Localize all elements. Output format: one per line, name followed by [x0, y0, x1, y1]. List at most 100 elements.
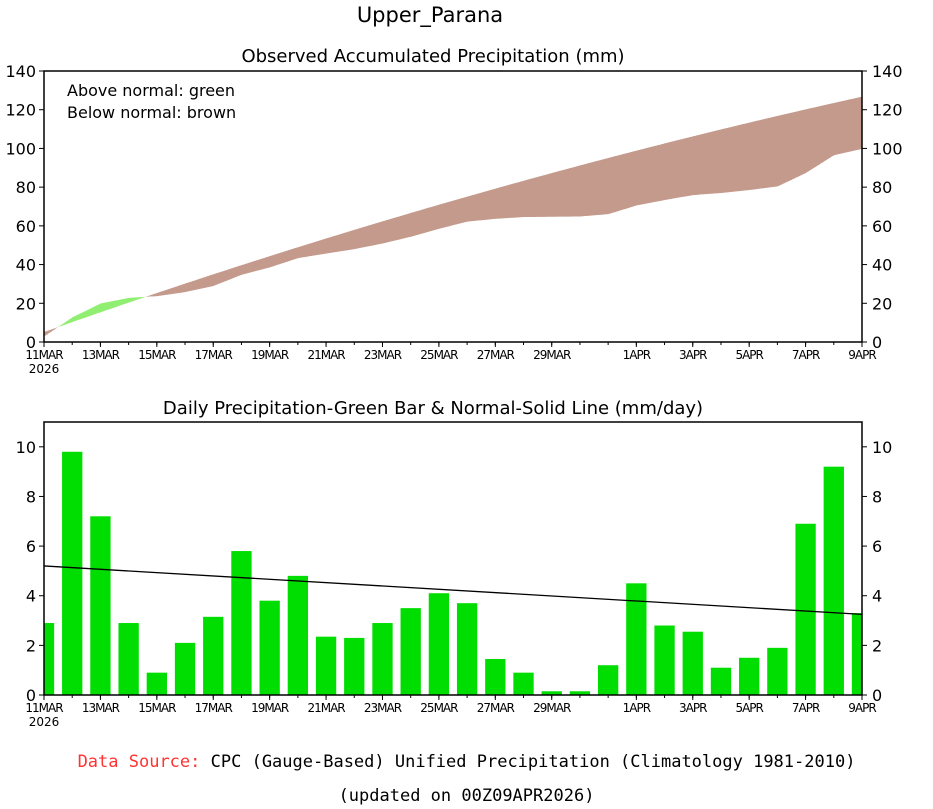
below-normal-area — [213, 273, 218, 286]
below-normal-area — [326, 237, 331, 254]
below-normal-area — [322, 238, 327, 255]
below-normal-area — [527, 178, 532, 218]
below-normal-area — [639, 148, 644, 205]
daily-bar — [513, 672, 534, 695]
below-normal-area — [347, 230, 352, 251]
below-normal-area — [276, 252, 281, 266]
y-tick-label: 120 — [5, 101, 36, 120]
below-normal-area — [551, 172, 556, 217]
x-tick-label: 29MAR — [533, 348, 571, 362]
daily-bar — [597, 665, 619, 695]
below-normal-area — [378, 221, 383, 245]
below-normal-area — [234, 266, 239, 278]
chart-title: Observed Accumulated Precipitation (mm) — [241, 46, 624, 67]
above-normal-area — [114, 299, 119, 308]
y-tick-label: 6 — [26, 537, 36, 556]
daily-bar — [767, 647, 788, 695]
below-normal-area — [297, 246, 302, 259]
below-normal-area — [195, 278, 200, 290]
daily-bar — [739, 657, 760, 695]
below-normal-area — [357, 227, 362, 249]
below-normal-area — [565, 168, 570, 217]
below-normal-area — [502, 185, 507, 219]
above-normal-area — [58, 324, 63, 327]
below-normal-area — [202, 276, 207, 289]
below-normal-area — [227, 268, 232, 281]
below-normal-area — [484, 190, 489, 220]
x-tick-label: 7APR — [792, 701, 820, 715]
below-normal-area — [488, 189, 493, 220]
below-normal-area — [315, 240, 320, 256]
below-normal-area — [618, 154, 623, 211]
below-normal-area — [572, 166, 577, 217]
below-normal-area — [780, 114, 785, 185]
y-tick-label-right: 8 — [872, 487, 882, 506]
below-normal-area — [163, 289, 168, 296]
below-normal-area — [770, 116, 775, 188]
above-normal-area — [72, 315, 77, 322]
below-normal-area — [400, 215, 405, 240]
below-normal-area — [463, 196, 468, 223]
below-normal-area — [615, 155, 620, 212]
daily-bar — [710, 667, 732, 695]
y-tick-label: 100 — [5, 139, 36, 158]
above-normal-area — [107, 301, 112, 310]
below-normal-area — [685, 137, 690, 197]
below-normal-area — [304, 243, 309, 257]
below-normal-area — [54, 326, 59, 330]
daily-bar — [456, 603, 478, 695]
above-normal-area — [139, 296, 144, 299]
below-normal-area — [646, 147, 651, 204]
below-normal-area — [255, 259, 260, 272]
below-normal-area — [636, 149, 641, 206]
below-normal-area — [382, 220, 387, 244]
below-normal-area — [364, 225, 369, 247]
below-normal-area — [809, 107, 814, 171]
below-normal-area — [562, 169, 567, 217]
below-normal-area — [167, 288, 172, 295]
below-normal-area — [442, 202, 447, 228]
below-normal-area — [717, 129, 722, 194]
x-tick-label: 23MAR — [364, 701, 402, 715]
daily-bar — [287, 575, 309, 695]
data-source-label: Data Source: — [77, 752, 201, 772]
daily-bar — [231, 551, 252, 695]
x-tick-label: 15MAR — [138, 701, 176, 715]
below-normal-area — [340, 233, 345, 252]
below-normal-area — [604, 157, 609, 215]
above-normal-area — [125, 297, 130, 304]
below-normal-area — [657, 144, 662, 202]
x-tick-label: 27MAR — [477, 701, 515, 715]
below-normal-area — [805, 108, 810, 174]
below-normal-area — [738, 124, 743, 192]
below-normal-area — [544, 173, 549, 217]
below-normal-area — [608, 157, 613, 215]
x-tick-label: 5APR — [735, 348, 763, 362]
plot-frame — [43, 421, 863, 696]
below-normal-area — [237, 265, 242, 277]
x-tick-label: 3APR — [679, 348, 707, 362]
below-normal-area — [844, 99, 849, 153]
x-tick-label: 3APR — [679, 701, 707, 715]
below-normal-area — [854, 97, 859, 151]
below-normal-area — [583, 163, 588, 217]
below-normal-area — [629, 151, 634, 208]
below-normal-area — [512, 182, 517, 218]
below-normal-area — [220, 270, 225, 284]
below-normal-area — [311, 241, 316, 256]
below-normal-area — [823, 104, 828, 162]
below-normal-area — [146, 295, 151, 297]
above-normal-area — [82, 310, 87, 319]
daily-bar — [259, 600, 280, 695]
below-normal-area — [336, 234, 341, 252]
daily-bar — [62, 451, 83, 695]
below-normal-area — [784, 113, 789, 184]
x-tick-label: 9APR — [848, 348, 876, 362]
y-tick-label-right: 20 — [872, 294, 892, 313]
below-normal-area — [491, 188, 496, 220]
below-normal-area — [710, 131, 715, 194]
below-normal-area — [569, 167, 574, 217]
below-normal-area — [477, 192, 482, 221]
daily-bar — [344, 637, 365, 695]
daily-bar — [626, 583, 647, 695]
